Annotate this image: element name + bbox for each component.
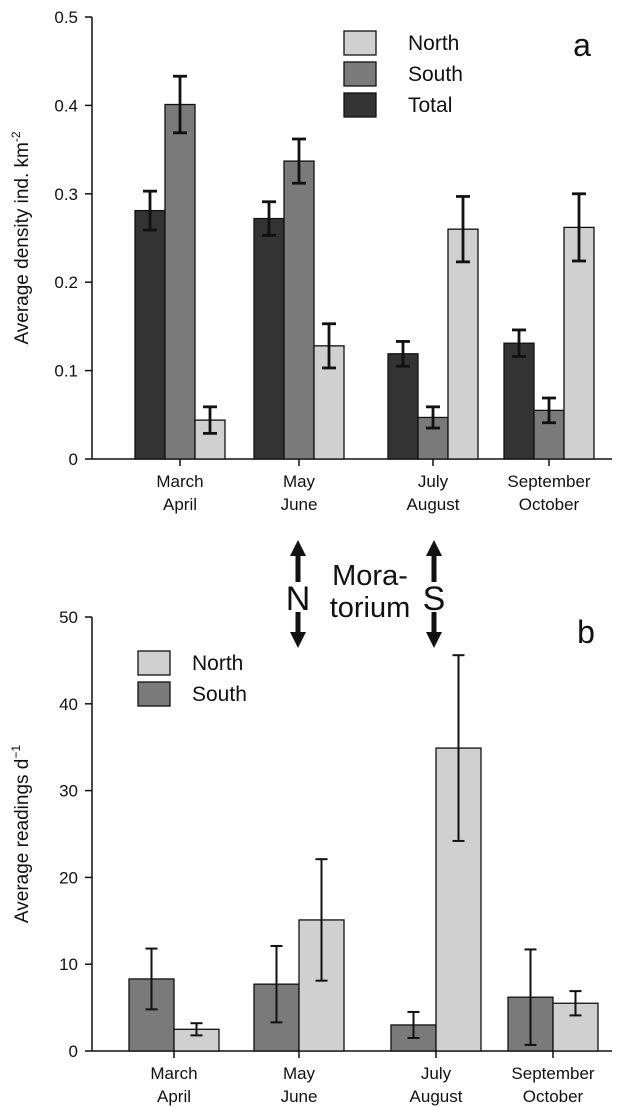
- bar-north-4: [563, 226, 595, 460]
- legend-label-north: North: [192, 652, 243, 675]
- panel-letter: a: [573, 27, 591, 63]
- y-tick-label: 0.4: [54, 96, 78, 115]
- x-tick-label-line1: May: [283, 472, 316, 491]
- bar-total-1: [134, 209, 166, 460]
- legend-label-south: South: [192, 683, 247, 706]
- y-tick-label: 0.2: [54, 273, 78, 292]
- x-tick-label-line1: July: [421, 1064, 452, 1083]
- moratorium-label-line1: Mora-: [332, 560, 408, 592]
- x-tick-label-line2: June: [281, 495, 318, 514]
- legend-swatch-south: [343, 61, 377, 87]
- x-tick-label-line1: July: [418, 472, 449, 491]
- y-tick-label: 30: [59, 782, 78, 801]
- x-tick-label-line2: April: [163, 495, 197, 514]
- y-tick-label: 0: [69, 1042, 78, 1061]
- legend-swatch-south: [137, 681, 171, 707]
- x-tick-label-line1: March: [156, 472, 203, 491]
- bar-north-2: [313, 345, 345, 460]
- bar-total-4: [503, 342, 535, 460]
- y-tick-label: 10: [59, 955, 78, 974]
- panel-letter: b: [577, 614, 595, 650]
- x-tick-label-line1: May: [283, 1064, 316, 1083]
- y-tick-label: 0: [69, 450, 78, 469]
- panel-b-readings-chart: 0 10 20 30 40 50 Average readings d−1 March Apri…: [9, 608, 612, 1106]
- y-tick-label: 50: [59, 608, 78, 627]
- legend-swatch-north: [343, 30, 377, 56]
- y-tick-label: 0.1: [54, 362, 78, 381]
- x-tick-label-line1: September: [507, 472, 590, 491]
- bar-total-2: [253, 217, 285, 460]
- y-tick-label: 0.3: [54, 185, 78, 204]
- y-tick-label: 20: [59, 868, 78, 887]
- x-tick-label-line2: October: [519, 495, 580, 514]
- legend-label-north: North: [408, 32, 459, 55]
- x-tick-label-line1: September: [511, 1064, 594, 1083]
- moratorium-label-line2: torium: [330, 592, 411, 624]
- legend-label-south: South: [408, 63, 463, 86]
- moratorium-annotation: N Mora- torium S: [286, 539, 446, 649]
- y-axis-label-superscript: -2: [9, 131, 23, 142]
- legend-label-total: Total: [408, 94, 452, 117]
- y-axis-label-text: Average readings d: [12, 759, 33, 923]
- y-axis-label: Average readings d−1: [9, 745, 33, 923]
- x-tick-label-line2: August: [407, 495, 460, 514]
- y-tick-label: 40: [59, 695, 78, 714]
- y-axis-label: Average density ind. km-2: [9, 131, 33, 344]
- bar-total-3: [387, 353, 419, 460]
- y-tick-label: 0.5: [54, 8, 78, 27]
- x-tick-label-line2: April: [157, 1087, 191, 1106]
- bar-south-2: [283, 160, 315, 460]
- bar-south-1: [164, 103, 196, 460]
- y-axis-label-text: Average density ind. km: [12, 142, 33, 344]
- north-marker-label: N: [286, 580, 311, 618]
- bar-north-3: [447, 228, 479, 460]
- y-axis-label-superscript: −1: [9, 745, 23, 759]
- x-tick-label-line1: March: [150, 1064, 197, 1083]
- panel-a-density-chart: 0 0.1 0.2 0.3 0.4 0.5 Average density ind. km-…: [9, 8, 612, 514]
- south-marker-label: S: [423, 580, 446, 618]
- legend-swatch-north: [137, 650, 171, 676]
- legend-swatch-total: [343, 92, 377, 118]
- x-tick-label-line2: June: [281, 1087, 318, 1106]
- x-tick-label-line2: October: [523, 1087, 584, 1106]
- x-tick-label-line2: August: [410, 1087, 463, 1106]
